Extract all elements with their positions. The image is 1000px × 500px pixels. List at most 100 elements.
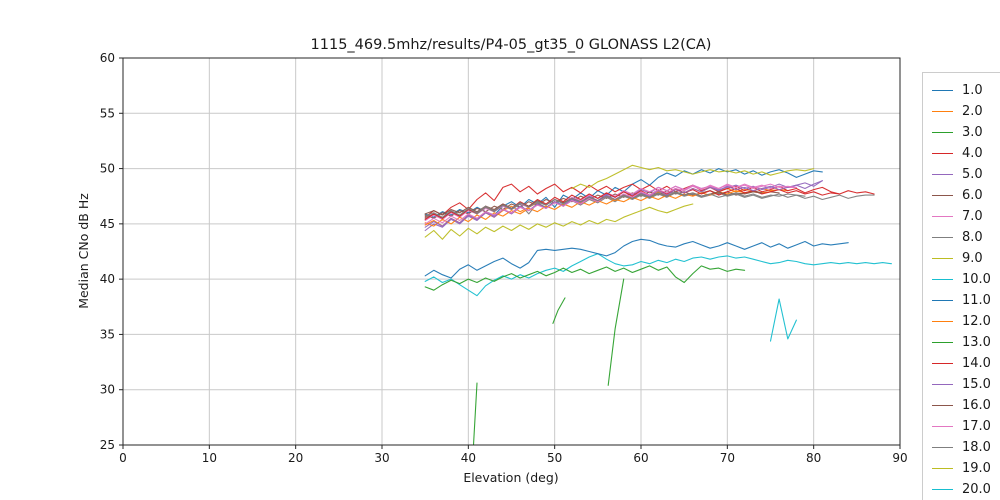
x-tick-label: 10 bbox=[202, 451, 217, 465]
plot-border bbox=[122, 57, 901, 446]
legend-label: 11.0 bbox=[962, 293, 991, 308]
legend-line-swatch bbox=[932, 300, 953, 301]
legend-item: 12.0 bbox=[932, 311, 1000, 332]
legend-item: 18.0 bbox=[932, 437, 1000, 458]
y-tick-label: 55 bbox=[100, 106, 115, 120]
legend-line-swatch bbox=[932, 216, 953, 217]
y-tick-label: 60 bbox=[100, 51, 115, 65]
y-tick-label: 25 bbox=[100, 438, 115, 452]
grid-lines bbox=[123, 58, 900, 445]
series-line-3.0 bbox=[607, 278, 625, 386]
legend-label: 1.0 bbox=[962, 83, 983, 98]
legend-label: 3.0 bbox=[962, 125, 983, 140]
legend-line-swatch bbox=[932, 258, 953, 259]
legend-item: 14.0 bbox=[932, 353, 1000, 374]
x-tick-label: 30 bbox=[374, 451, 389, 465]
legend-label: 12.0 bbox=[962, 314, 991, 329]
legend-label: 13.0 bbox=[962, 335, 991, 350]
x-tick-label: 20 bbox=[288, 451, 303, 465]
legend-label: 20.0 bbox=[962, 482, 991, 497]
series-line-10.0 bbox=[424, 253, 892, 297]
legend-line-swatch bbox=[932, 195, 953, 196]
legend-line-swatch bbox=[932, 111, 953, 112]
legend-item: 2.0 bbox=[932, 101, 1000, 122]
series-line-3.0 bbox=[552, 297, 566, 324]
legend-item: 5.0 bbox=[932, 164, 1000, 185]
x-tick-label: 90 bbox=[892, 451, 907, 465]
y-tick-label: 45 bbox=[100, 217, 115, 231]
legend-label: 10.0 bbox=[962, 272, 991, 287]
legend-line-swatch bbox=[932, 363, 953, 364]
legend-line-swatch bbox=[932, 132, 953, 133]
legend-label: 19.0 bbox=[962, 461, 991, 476]
legend-label: 6.0 bbox=[962, 188, 983, 203]
y-tick-label: 50 bbox=[100, 162, 115, 176]
data-series bbox=[424, 164, 892, 446]
legend-line-swatch bbox=[932, 447, 953, 448]
legend-line-swatch bbox=[932, 153, 953, 154]
series-line-11.0 bbox=[424, 238, 849, 279]
legend-item: 3.0 bbox=[932, 122, 1000, 143]
y-tick-label: 40 bbox=[100, 272, 115, 286]
legend-item: 9.0 bbox=[932, 248, 1000, 269]
legend-line-swatch bbox=[932, 426, 953, 427]
x-tick-label: 0 bbox=[119, 451, 127, 465]
legend-label: 15.0 bbox=[962, 377, 991, 392]
legend-line-swatch bbox=[932, 174, 953, 175]
y-tick-label: 35 bbox=[100, 327, 115, 341]
series-line-13.0 bbox=[424, 265, 746, 291]
legend: 1.0 2.0 3.0 4.0 5.0 6.0 7.0 8.0 9.0 10.0 11.0 12.0 1… bbox=[922, 72, 1000, 500]
legend-item: 4.0 bbox=[932, 143, 1000, 164]
legend-item: 20.0 bbox=[932, 479, 1000, 500]
legend-label: 18.0 bbox=[962, 440, 991, 455]
legend-label: 8.0 bbox=[962, 230, 983, 245]
legend-label: 16.0 bbox=[962, 398, 991, 413]
legend-item: 1.0 bbox=[932, 80, 1000, 101]
x-tick-label: 50 bbox=[547, 451, 562, 465]
legend-label: 5.0 bbox=[962, 167, 983, 182]
series-line-19.0 bbox=[571, 164, 815, 190]
legend-item: 6.0 bbox=[932, 185, 1000, 206]
axes bbox=[119, 57, 901, 449]
legend-item: 13.0 bbox=[932, 332, 1000, 353]
x-tick-label: 80 bbox=[806, 451, 821, 465]
legend-line-swatch bbox=[932, 279, 953, 280]
series-line-4.0 bbox=[424, 183, 875, 218]
legend-label: 7.0 bbox=[962, 209, 983, 224]
legend-item: 15.0 bbox=[932, 374, 1000, 395]
series-line-9.0 bbox=[424, 203, 694, 240]
series-line-3.0 bbox=[472, 382, 478, 446]
x-tick-label: 40 bbox=[461, 451, 476, 465]
legend-label: 2.0 bbox=[962, 104, 983, 119]
legend-line-swatch bbox=[932, 384, 953, 385]
chart-title: 1115_469.5mhz/results/P4-05_gt35_0 GLONA… bbox=[311, 37, 712, 53]
legend-item: 17.0 bbox=[932, 416, 1000, 437]
legend-line-swatch bbox=[932, 489, 953, 490]
legend-item: 19.0 bbox=[932, 458, 1000, 479]
legend-line-swatch bbox=[932, 405, 953, 406]
legend-line-swatch bbox=[932, 342, 953, 343]
tick-labels: 0 10 20 30 40 50 60 70 80 90 25 30 35 40 45 50 55 60 bbox=[100, 51, 908, 465]
legend-line-swatch bbox=[932, 237, 953, 238]
legend-label: 17.0 bbox=[962, 419, 991, 434]
y-tick-label: 30 bbox=[100, 383, 115, 397]
x-tick-label: 70 bbox=[720, 451, 735, 465]
legend-label: 4.0 bbox=[962, 146, 983, 161]
legend-label: 14.0 bbox=[962, 356, 991, 371]
x-tick-label: 60 bbox=[633, 451, 648, 465]
legend-item: 11.0 bbox=[932, 290, 1000, 311]
legend-line-swatch bbox=[932, 321, 953, 322]
legend-label: 9.0 bbox=[962, 251, 983, 266]
series-line-18.0 bbox=[424, 191, 806, 218]
legend-item: 7.0 bbox=[932, 206, 1000, 227]
y-axis-label: Median CNo dB Hz bbox=[76, 193, 91, 309]
legend-line-swatch bbox=[932, 90, 953, 91]
series-line-20.0 bbox=[769, 298, 797, 342]
x-axis-label: Elevation (deg) bbox=[463, 470, 558, 485]
legend-line-swatch bbox=[932, 468, 953, 469]
legend-item: 8.0 bbox=[932, 227, 1000, 248]
legend-item: 16.0 bbox=[932, 395, 1000, 416]
legend-item: 10.0 bbox=[932, 269, 1000, 290]
